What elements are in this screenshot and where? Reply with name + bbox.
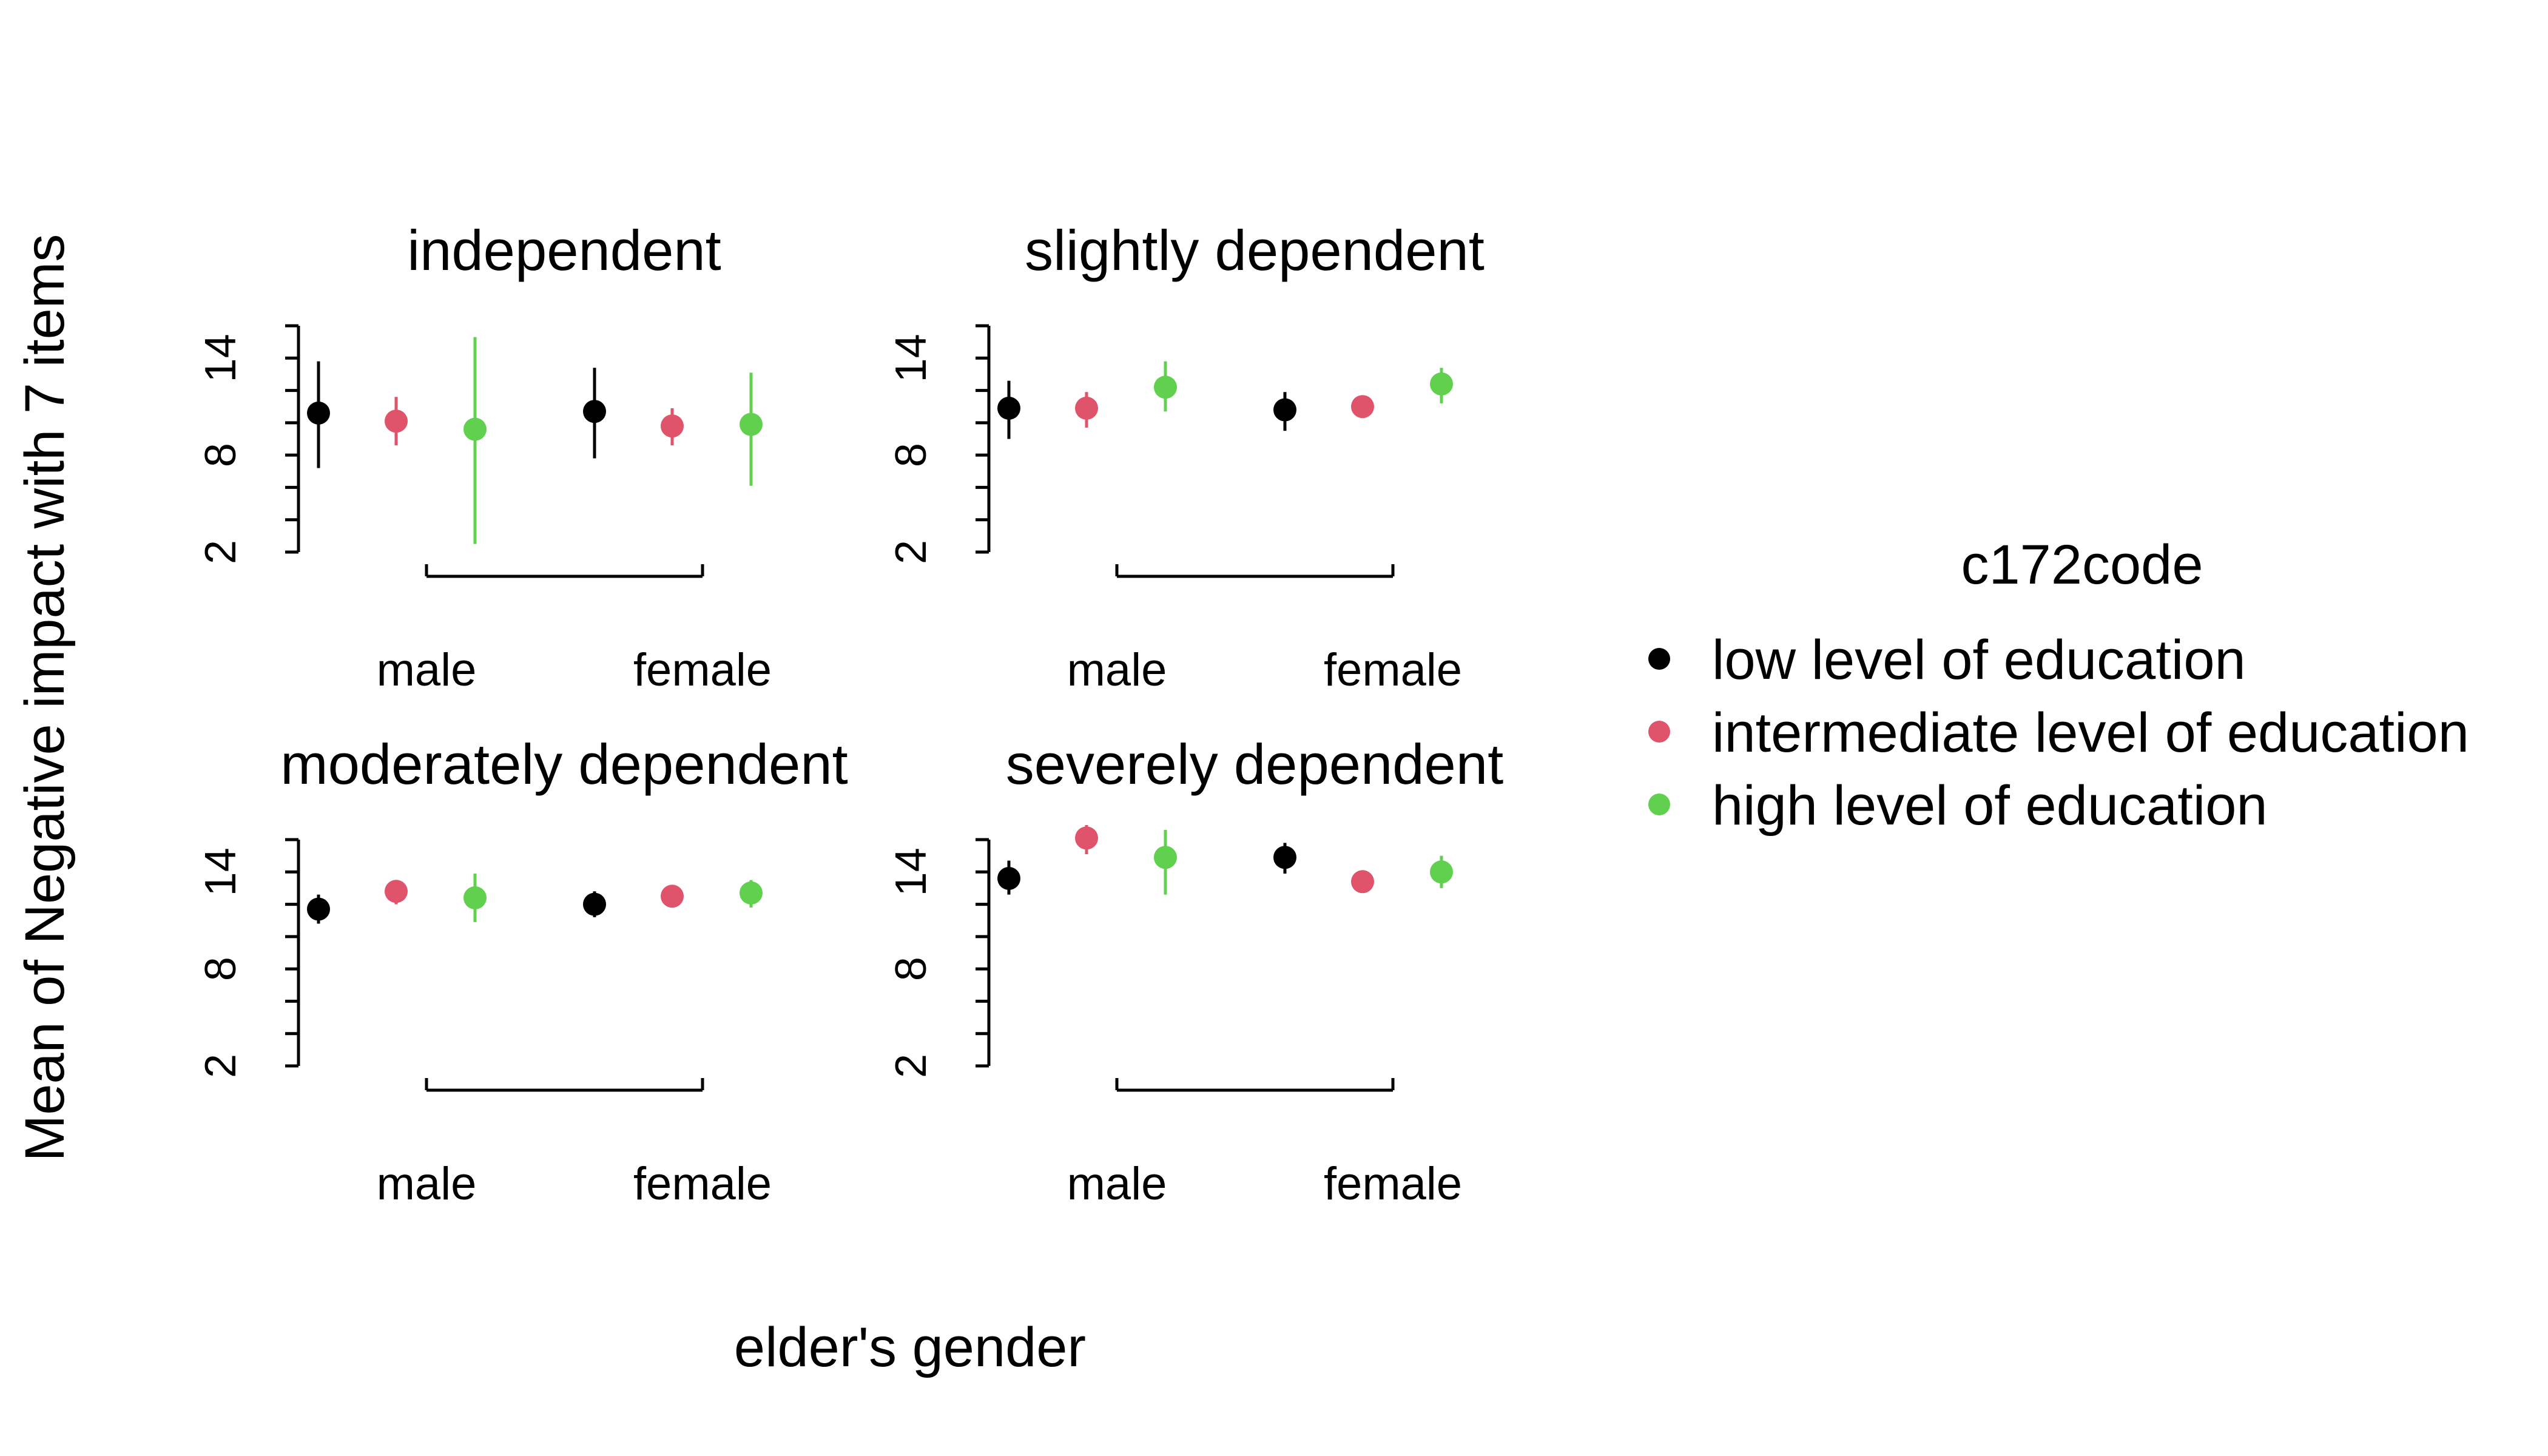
panel-moderately-dependent: moderately dependent 2 8 14 male female (197, 732, 848, 1210)
panel-severely-dependent: severely dependent 2 8 14 male female (887, 732, 1503, 1210)
panel-title: severely dependent (1006, 732, 1503, 796)
data-point (1075, 396, 1098, 420)
panel-independent: independent 2 8 14 male female (197, 218, 772, 696)
series-low (997, 380, 1296, 439)
data-point (583, 892, 606, 916)
y-tick-label: 2 (887, 1054, 935, 1078)
y-axis: 2 8 14 (197, 838, 300, 1078)
data-point (1154, 846, 1177, 869)
x-tick-label: male (1067, 1158, 1167, 1210)
legend-label: low level of education (1712, 629, 2246, 691)
series-intermediate (385, 880, 684, 908)
y-tick-label: 8 (197, 443, 245, 467)
series-high (463, 337, 763, 544)
legend-title: c172code (1961, 534, 2203, 596)
y-tick-label: 14 (887, 334, 935, 382)
y-tick-label: 2 (197, 1054, 245, 1078)
x-axis: male female (377, 1078, 772, 1210)
x-axis: male female (1067, 1078, 1462, 1210)
x-tick-label: female (1324, 1158, 1462, 1210)
series-high (1154, 361, 1453, 412)
legend-swatch (1648, 648, 1670, 670)
legend-item-intermediate: intermediate level of education (1648, 702, 2469, 764)
panel-slightly-dependent: slightly dependent 2 8 14 male female (887, 218, 1485, 696)
x-tick-label: male (377, 1158, 477, 1210)
y-tick-label: 14 (197, 848, 245, 896)
data-point (1273, 846, 1296, 869)
legend-swatch (1648, 721, 1670, 743)
legend-label: high level of education (1712, 775, 2268, 837)
data-point (583, 400, 606, 423)
data-point (385, 880, 408, 903)
series-intermediate (1075, 392, 1374, 428)
data-point (1430, 860, 1453, 884)
y-axis: 2 8 14 (197, 324, 300, 564)
panel-title: moderately dependent (280, 732, 848, 796)
legend-swatch (1648, 794, 1670, 815)
y-axis: 2 8 14 (887, 838, 991, 1078)
series-intermediate (385, 397, 684, 446)
panel-title: independent (407, 218, 721, 282)
panel-title: slightly dependent (1025, 218, 1485, 282)
series-high (463, 873, 763, 922)
x-tick-label: female (1324, 644, 1462, 696)
series-low (307, 891, 606, 924)
x-tick-label: male (377, 644, 477, 696)
y-tick-label: 14 (887, 848, 935, 896)
data-point (463, 886, 487, 909)
y-tick-label: 8 (887, 443, 935, 467)
y-tick-label: 2 (887, 540, 935, 564)
data-point (661, 414, 684, 438)
series-intermediate (1075, 825, 1374, 894)
data-point (1154, 376, 1177, 399)
data-point (1075, 826, 1098, 850)
legend-label: intermediate level of education (1712, 702, 2469, 764)
y-tick-label: 8 (887, 957, 935, 981)
data-point (997, 866, 1020, 890)
data-point (997, 396, 1020, 420)
data-point (307, 897, 330, 921)
series-low (307, 361, 606, 468)
x-axis: male female (377, 564, 772, 696)
data-point (740, 413, 763, 436)
x-tick-label: male (1067, 644, 1167, 696)
y-tick-label: 14 (197, 334, 245, 382)
data-point (463, 417, 487, 441)
data-point (1351, 870, 1374, 894)
data-point (1273, 398, 1296, 422)
series-high (1154, 830, 1453, 895)
series-low (997, 843, 1296, 895)
legend: c172code low level of education intermed… (1648, 534, 2469, 837)
y-tick-label: 2 (197, 540, 245, 564)
data-point (385, 410, 408, 433)
x-axis: male female (1067, 564, 1462, 696)
data-point (307, 401, 330, 425)
y-tick-label: 8 (197, 957, 245, 981)
data-point (661, 885, 684, 908)
x-axis-title: elder's gender (734, 1316, 1086, 1378)
legend-item-low: low level of education (1648, 629, 2246, 691)
y-axis-title: Mean of Negative impact with 7 items (14, 234, 76, 1162)
x-tick-label: female (633, 1158, 772, 1210)
data-point (740, 881, 763, 905)
x-tick-label: female (633, 644, 772, 696)
data-point (1430, 372, 1453, 396)
data-point (1351, 395, 1374, 419)
y-axis: 2 8 14 (887, 324, 991, 564)
legend-item-high: high level of education (1648, 775, 2268, 837)
